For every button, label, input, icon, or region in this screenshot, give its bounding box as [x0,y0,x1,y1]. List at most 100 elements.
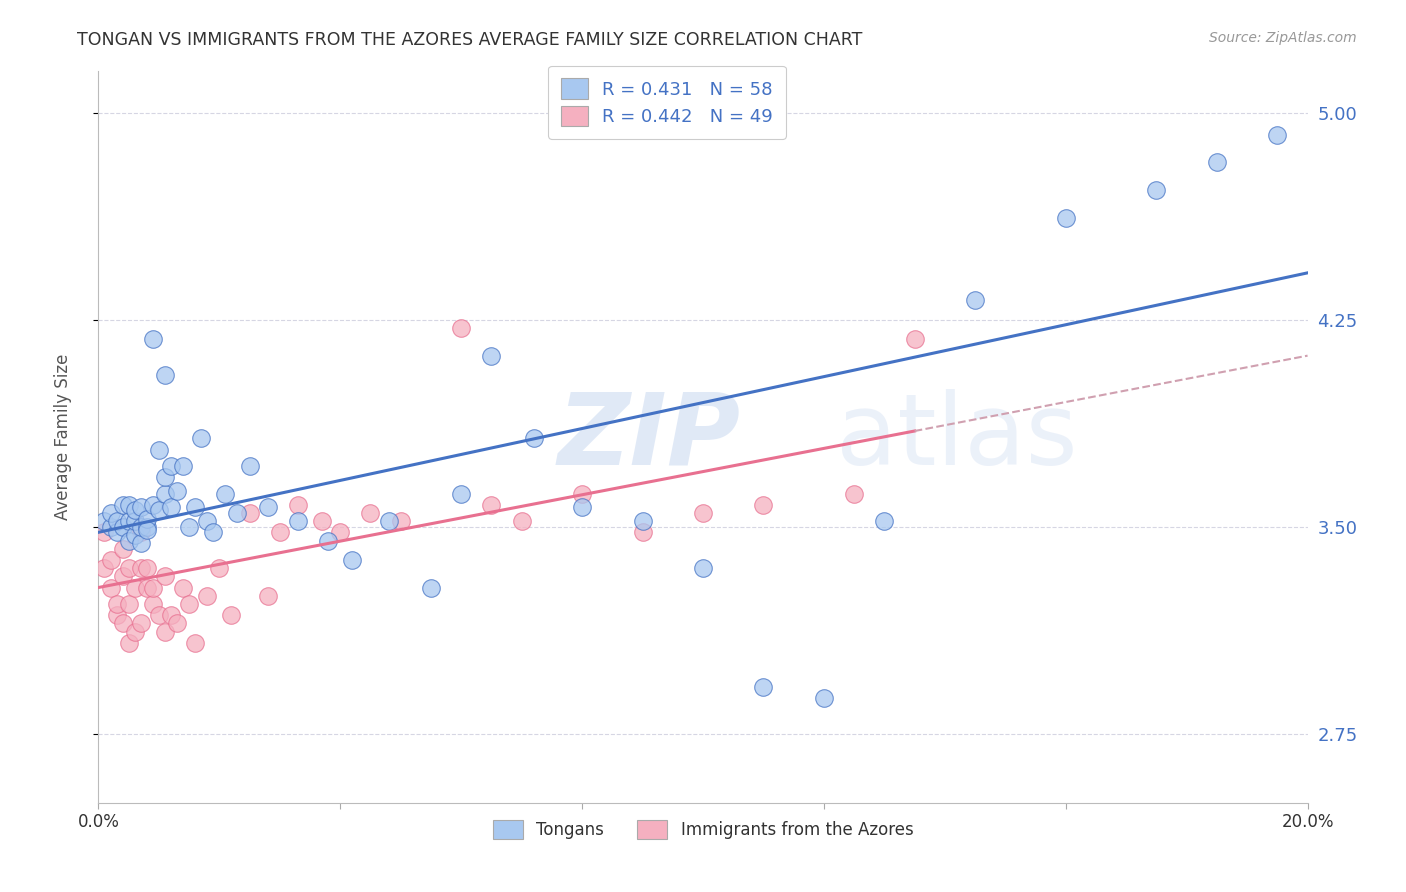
Text: ZIP: ZIP [558,389,741,485]
Point [153,569,176,583]
Point [342,553,364,567]
Point [523,432,546,446]
Point [148,608,170,623]
Point [118,597,141,611]
Point [135,523,157,537]
Point [129,500,152,515]
Point [221,608,243,623]
Point [105,525,128,540]
Point [111,569,134,583]
Point [124,624,146,639]
Point [195,514,218,528]
Point [160,608,183,623]
Point [153,470,176,484]
Point [93,525,115,540]
Point [124,581,146,595]
Point [153,486,176,500]
Point [111,541,134,556]
Point [311,514,333,528]
Point [692,561,714,575]
Point [172,581,194,595]
Point [873,514,896,528]
Point [153,368,176,382]
Point [179,597,201,611]
Point [239,458,262,473]
Point [1267,128,1289,142]
Point [202,525,225,540]
Point [904,332,927,346]
Point [450,486,472,500]
Point [377,514,399,528]
Point [111,616,134,631]
Point [965,293,987,308]
Point [214,486,236,500]
Point [148,442,170,457]
Point [184,500,207,515]
Point [752,680,775,694]
Point [166,616,188,631]
Point [166,483,188,498]
Point [135,520,157,534]
Point [142,597,165,611]
Point [105,514,128,528]
Text: TONGAN VS IMMIGRANTS FROM THE AZORES AVERAGE FAMILY SIZE CORRELATION CHART: TONGAN VS IMMIGRANTS FROM THE AZORES AVE… [77,31,863,49]
Point [129,561,152,575]
Point [510,514,533,528]
Point [844,486,866,500]
Point [208,561,231,575]
Point [184,636,207,650]
Point [329,525,352,540]
Point [124,503,146,517]
Point [190,432,212,446]
Point [105,597,128,611]
Point [105,608,128,623]
Point [118,561,141,575]
Point [135,561,157,575]
Point [118,533,141,548]
Point [631,525,654,540]
Point [160,458,183,473]
Point [1206,155,1229,169]
Point [813,690,835,705]
Point [256,500,278,515]
Point [256,589,278,603]
Legend: Tongans, Immigrants from the Azores: Tongans, Immigrants from the Azores [486,814,920,846]
Point [316,533,339,548]
Point [135,581,157,595]
Y-axis label: Average Family Size: Average Family Size [53,354,72,520]
Point [142,498,165,512]
Point [135,511,157,525]
Point [481,349,503,363]
Point [269,525,291,540]
Point [450,321,472,335]
Point [129,616,152,631]
Point [93,514,115,528]
Point [692,506,714,520]
Point [287,514,309,528]
Point [571,500,593,515]
Point [571,486,593,500]
Point [481,498,503,512]
Point [111,520,134,534]
Point [129,525,152,540]
Point [118,498,141,512]
Point [287,498,309,512]
Point [420,581,443,595]
Point [160,500,183,515]
Point [752,498,775,512]
Point [389,514,412,528]
Text: atlas: atlas [837,389,1077,485]
Point [153,624,176,639]
Point [100,520,122,534]
Point [111,498,134,512]
Point [172,458,194,473]
Point [148,503,170,517]
Point [118,514,141,528]
Point [93,561,115,575]
Text: Source: ZipAtlas.com: Source: ZipAtlas.com [1209,31,1357,45]
Point [142,332,165,346]
Point [124,514,146,528]
Point [100,506,122,520]
Point [1054,211,1077,225]
Point [100,581,122,595]
